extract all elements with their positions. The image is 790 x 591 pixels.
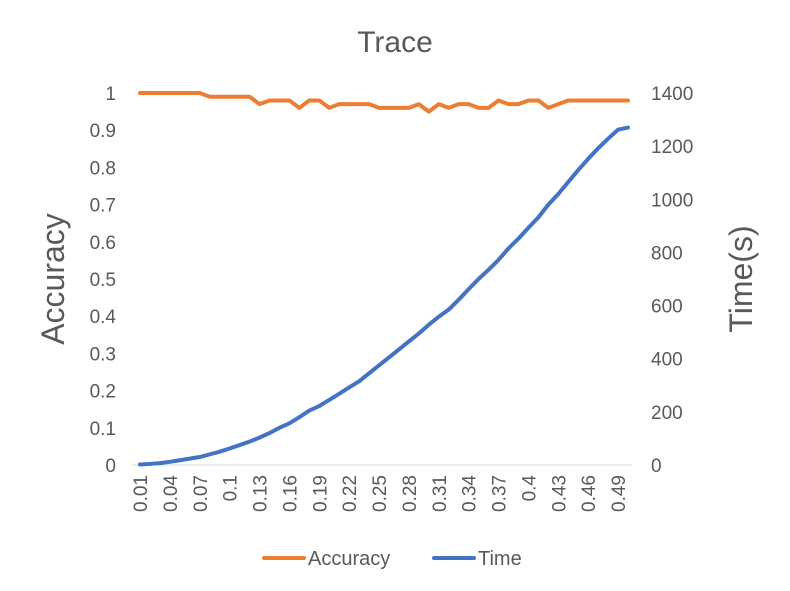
- right-tick-label: 400: [651, 350, 683, 371]
- x-tick-label: 0.22: [340, 475, 361, 512]
- right-tick-label: 800: [651, 243, 683, 264]
- right-tick-label: 1400: [651, 84, 693, 105]
- legend-label-time: Time: [478, 548, 522, 570]
- x-tick-label: 0.13: [251, 475, 272, 512]
- x-tick-label: 0.19: [310, 475, 331, 512]
- right-tick-label: 1000: [651, 190, 693, 211]
- x-tick-label: 0.01: [131, 475, 152, 512]
- right-tick-label: 1200: [651, 137, 693, 158]
- left-axis-ticks: 0 0.1 0.2 0.3 0.4 0.5 0.6 0.7 0.8 0.9 1: [90, 84, 117, 477]
- x-tick-label: 0.31: [430, 475, 451, 512]
- x-tick-label: 0.37: [490, 475, 511, 512]
- x-tick-label: 0.43: [549, 475, 570, 512]
- left-tick-label: 0.2: [90, 382, 116, 403]
- legend: Accuracy Time: [262, 548, 522, 570]
- x-tick-label: 0.04: [161, 475, 182, 512]
- x-tick-label: 0.1: [221, 475, 242, 501]
- chart-title: Trace: [357, 26, 433, 59]
- x-tick-label: 0.46: [579, 475, 600, 512]
- series-line-accuracy: [138, 91, 630, 114]
- x-tick-label: 0.49: [609, 475, 630, 512]
- x-tick-label: 0.25: [370, 475, 391, 512]
- right-axis-ticks: 0 200 400 600 800 1000 1200 1400: [651, 84, 693, 477]
- x-tick-label: 0.16: [280, 475, 301, 512]
- left-tick-label: 0.1: [90, 419, 116, 440]
- legend-label-accuracy: Accuracy: [308, 548, 390, 570]
- left-tick-label: 0.6: [90, 233, 116, 254]
- right-axis-title: Time(s): [723, 225, 759, 332]
- left-tick-label: 0.8: [90, 158, 116, 179]
- right-tick-label: 200: [651, 403, 683, 424]
- left-axis-title: Accuracy: [35, 213, 71, 345]
- left-tick-label: 0.7: [90, 196, 116, 217]
- left-tick-label: 0.9: [90, 121, 116, 142]
- x-tick-label: 0.4: [519, 475, 540, 502]
- left-tick-label: 0.4: [90, 307, 117, 328]
- x-axis-ticks: 0.01 0.04 0.07 0.1 0.13 0.16 0.19 0.22 0.25 0.28 0…: [131, 475, 630, 512]
- left-tick-label: 0: [105, 456, 116, 477]
- left-tick-label: 0.5: [90, 270, 116, 291]
- right-tick-label: 600: [651, 297, 683, 318]
- series-line-time: [138, 125, 630, 467]
- right-tick-label: 0: [651, 456, 662, 477]
- series-layer: [138, 91, 630, 467]
- x-tick-label: 0.07: [191, 475, 212, 512]
- left-tick-label: 1: [105, 84, 116, 105]
- left-tick-label: 0.3: [90, 344, 116, 365]
- x-tick-label: 0.34: [460, 475, 481, 512]
- x-tick-label: 0.28: [400, 475, 421, 512]
